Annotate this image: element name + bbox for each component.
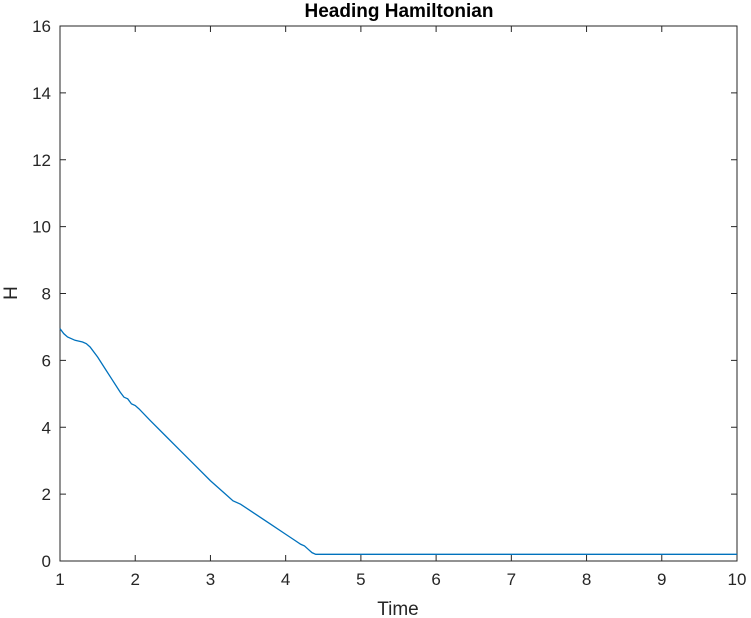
plot-area [59,25,738,562]
x-tick-label: 8 [582,570,591,589]
x-tick-label: 4 [281,570,290,589]
x-axis-label: Time [377,599,419,618]
y-tick-label: 8 [42,285,51,304]
y-tick-label: 2 [42,485,51,504]
x-tick-label: 3 [206,570,215,589]
chart-title: Heading Hamiltonian [305,1,494,22]
x-tick-label: 6 [431,570,440,589]
series-line-h [59,328,737,555]
x-tick-label: 7 [507,570,516,589]
axis-ticks [59,25,738,562]
y-tick-label: 4 [42,418,51,437]
y-tick-label: 6 [42,351,51,370]
x-tick-label: 5 [356,570,365,589]
y-tick-label: 10 [32,218,51,237]
x-tick-label: 9 [657,570,666,589]
x-tick-label: 1 [55,570,64,589]
x-tick-label: 10 [728,570,747,589]
x-tick-label: 2 [130,570,139,589]
y-axis-label: H [1,286,22,300]
y-tick-label: 0 [42,552,51,571]
y-tick-label: 16 [32,17,51,36]
y-tick-label: 14 [32,84,51,103]
y-tick-label: 12 [32,151,51,170]
